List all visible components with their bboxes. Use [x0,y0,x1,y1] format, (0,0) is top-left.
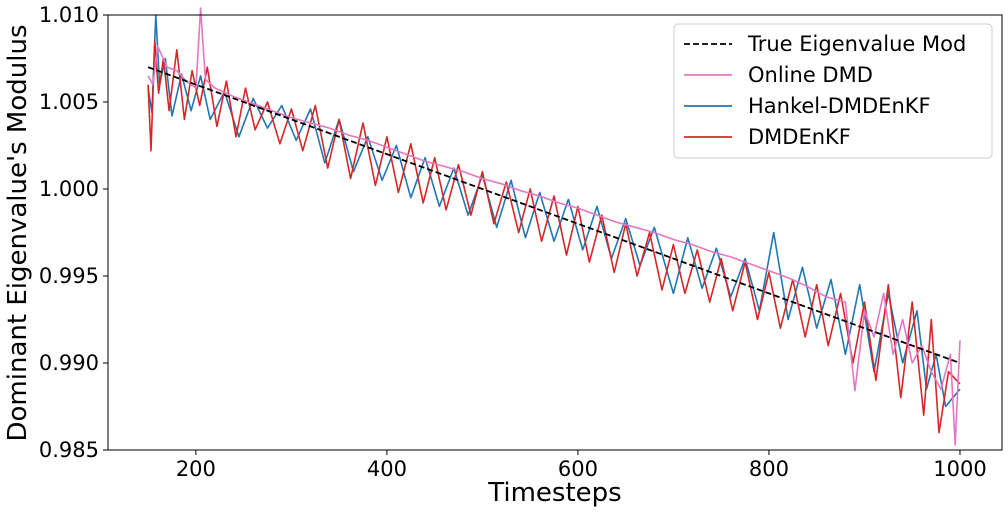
legend-label: DMDEnKF [748,125,851,149]
x-axis-label: Timesteps [487,478,621,508]
series-line-online-dmd [147,7,961,446]
series-layer [147,7,961,446]
y-tick-label: 0.995 [39,264,99,288]
y-axis-label: Dominant Eigenvalue's Modulus [3,24,33,441]
y-axis: 0.985 0.990 0.995 1.000 1.005 1.010 [39,3,108,462]
x-tick-label: 400 [367,457,407,481]
x-axis: 200 400 600 800 1000 [176,450,987,481]
y-tick-label: 1.010 [39,3,99,27]
legend: True Eigenvalue Mod Online DMD Hankel-DMDE… [673,23,993,159]
legend-label: True Eigenvalue Mod [747,32,966,56]
y-tick-label: 1.005 [39,90,99,114]
x-tick-label: 600 [558,457,598,481]
x-tick-label: 1000 [933,457,986,481]
series-line-dmdenkf [147,40,961,434]
legend-label: Online DMD [748,63,873,87]
series-line-hankel-dmdenkf [147,14,961,408]
y-tick-label: 0.990 [39,351,99,375]
y-tick-label: 0.985 [39,438,99,462]
plot-frame [107,14,1003,451]
y-tick-label: 1.000 [39,177,99,201]
legend-label: Hankel-DMDEnKF [748,94,931,118]
x-tick-label: 200 [176,457,216,481]
series-line-true-eigenvalue-mod [147,66,961,364]
legend-box [673,23,993,159]
x-tick-label: 800 [749,457,789,481]
